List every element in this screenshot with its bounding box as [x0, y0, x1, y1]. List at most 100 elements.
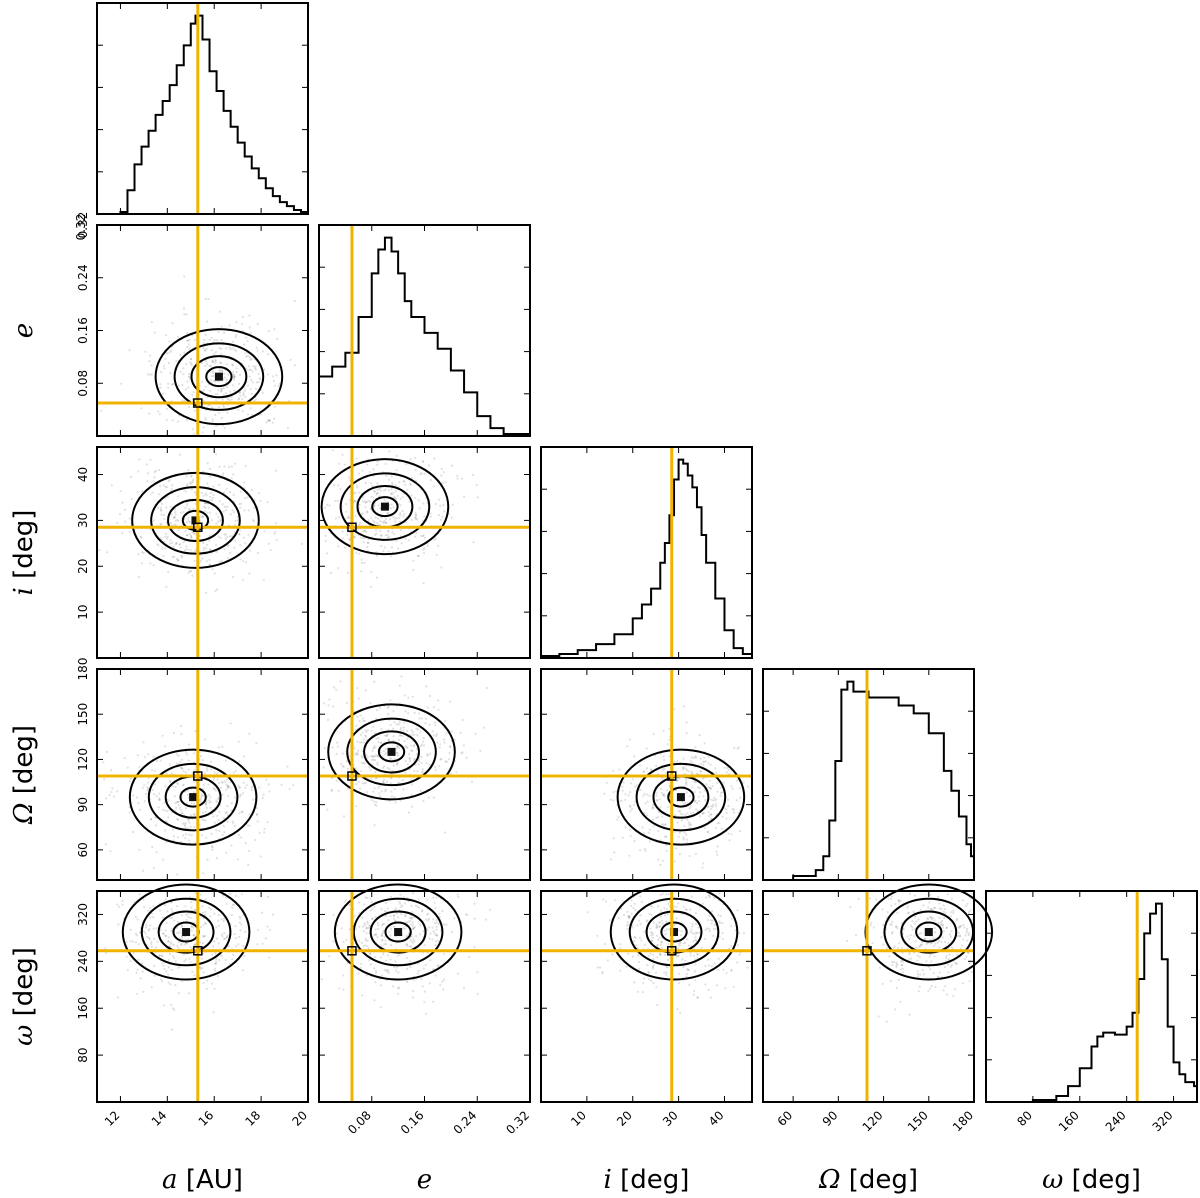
sample-point [707, 811, 710, 814]
sample-point [677, 982, 681, 985]
sample-point [253, 506, 256, 509]
sample-point [167, 936, 170, 939]
sample-point [900, 959, 903, 963]
sample-point [221, 793, 224, 796]
sample-point [238, 812, 241, 815]
sample-point [150, 986, 153, 989]
sample-point [174, 510, 177, 514]
sample-point [204, 934, 207, 938]
sample-point [135, 992, 138, 995]
sample-point [185, 545, 188, 548]
sample-point [118, 513, 122, 516]
sample-point [396, 547, 400, 550]
sample-point [406, 945, 409, 948]
sample-point [710, 807, 713, 811]
sample-point [629, 805, 632, 809]
sample-point [709, 787, 712, 790]
sample-point [366, 729, 369, 732]
sample-point [278, 382, 281, 385]
sample-point [412, 927, 415, 930]
x-tick-label: 0.16 [398, 1108, 427, 1137]
sample-point [174, 543, 177, 546]
sample-point [204, 506, 207, 509]
sample-point [174, 785, 177, 789]
sample-point [187, 915, 190, 919]
sample-point [412, 568, 415, 572]
sample-point [658, 925, 661, 928]
density-peak [924, 928, 933, 937]
sample-point [177, 932, 180, 935]
sample-point [212, 485, 215, 488]
sample-point [223, 831, 226, 834]
sample-point [389, 699, 392, 702]
sample-point [218, 560, 221, 563]
sample-point [932, 972, 935, 975]
sample-point [694, 912, 698, 915]
sample-point [271, 913, 275, 916]
sample-point [393, 758, 396, 761]
sample-point [164, 334, 168, 337]
sample-point [620, 799, 623, 802]
sample-point [691, 923, 694, 926]
x-tick-label: 20 [614, 1108, 635, 1129]
sample-point [663, 795, 666, 798]
sample-point [410, 778, 413, 781]
sample-point [415, 748, 419, 751]
sample-point [398, 746, 401, 749]
sample-point [673, 860, 676, 863]
sample-point [269, 548, 272, 552]
sample-point [153, 331, 156, 334]
density-contour [167, 498, 224, 542]
sample-point [606, 959, 609, 962]
sample-point [243, 955, 246, 958]
sample-point [427, 464, 431, 467]
sample-point [261, 350, 264, 353]
sample-point [200, 968, 203, 971]
sample-point [224, 381, 227, 384]
sample-point [412, 938, 415, 941]
sample-point [213, 967, 216, 970]
sample-point [364, 896, 367, 899]
sample-point [379, 523, 382, 527]
sample-point [952, 912, 955, 915]
sample-point [206, 858, 209, 861]
sample-point [219, 369, 222, 372]
sample-point [387, 529, 390, 532]
sample-point [234, 462, 237, 465]
sample-point [665, 835, 668, 839]
sample-point [937, 895, 940, 898]
sample-point [685, 782, 688, 785]
sample-point [386, 534, 389, 537]
y-tick-label: 0.08 [76, 370, 90, 397]
sample-point [226, 785, 229, 789]
sample-point [379, 956, 382, 959]
sample-point [170, 349, 173, 352]
sample-point [201, 942, 204, 945]
sample-point [450, 930, 453, 934]
sample-point [165, 820, 168, 823]
sample-point [930, 984, 933, 988]
sample-point [169, 941, 172, 944]
sample-point [416, 905, 419, 908]
sample-point [907, 911, 911, 914]
sample-point [339, 680, 342, 683]
sample-point [399, 799, 402, 802]
sample-point [171, 1028, 174, 1031]
sample-point [172, 545, 175, 549]
sample-point [445, 732, 448, 735]
sample-point [688, 822, 692, 825]
sample-point [432, 968, 435, 971]
sample-point [161, 502, 164, 506]
sample-point [932, 937, 935, 940]
sample-point [434, 906, 437, 910]
sample-point [660, 941, 663, 944]
sample-point [426, 928, 429, 931]
sample-point [373, 521, 376, 524]
sample-point [147, 929, 150, 932]
sample-point [152, 916, 155, 919]
sample-point [389, 492, 393, 495]
sample-point [176, 518, 179, 521]
sample-point [730, 785, 733, 788]
sample-point [212, 375, 215, 378]
sample-point [204, 810, 207, 813]
